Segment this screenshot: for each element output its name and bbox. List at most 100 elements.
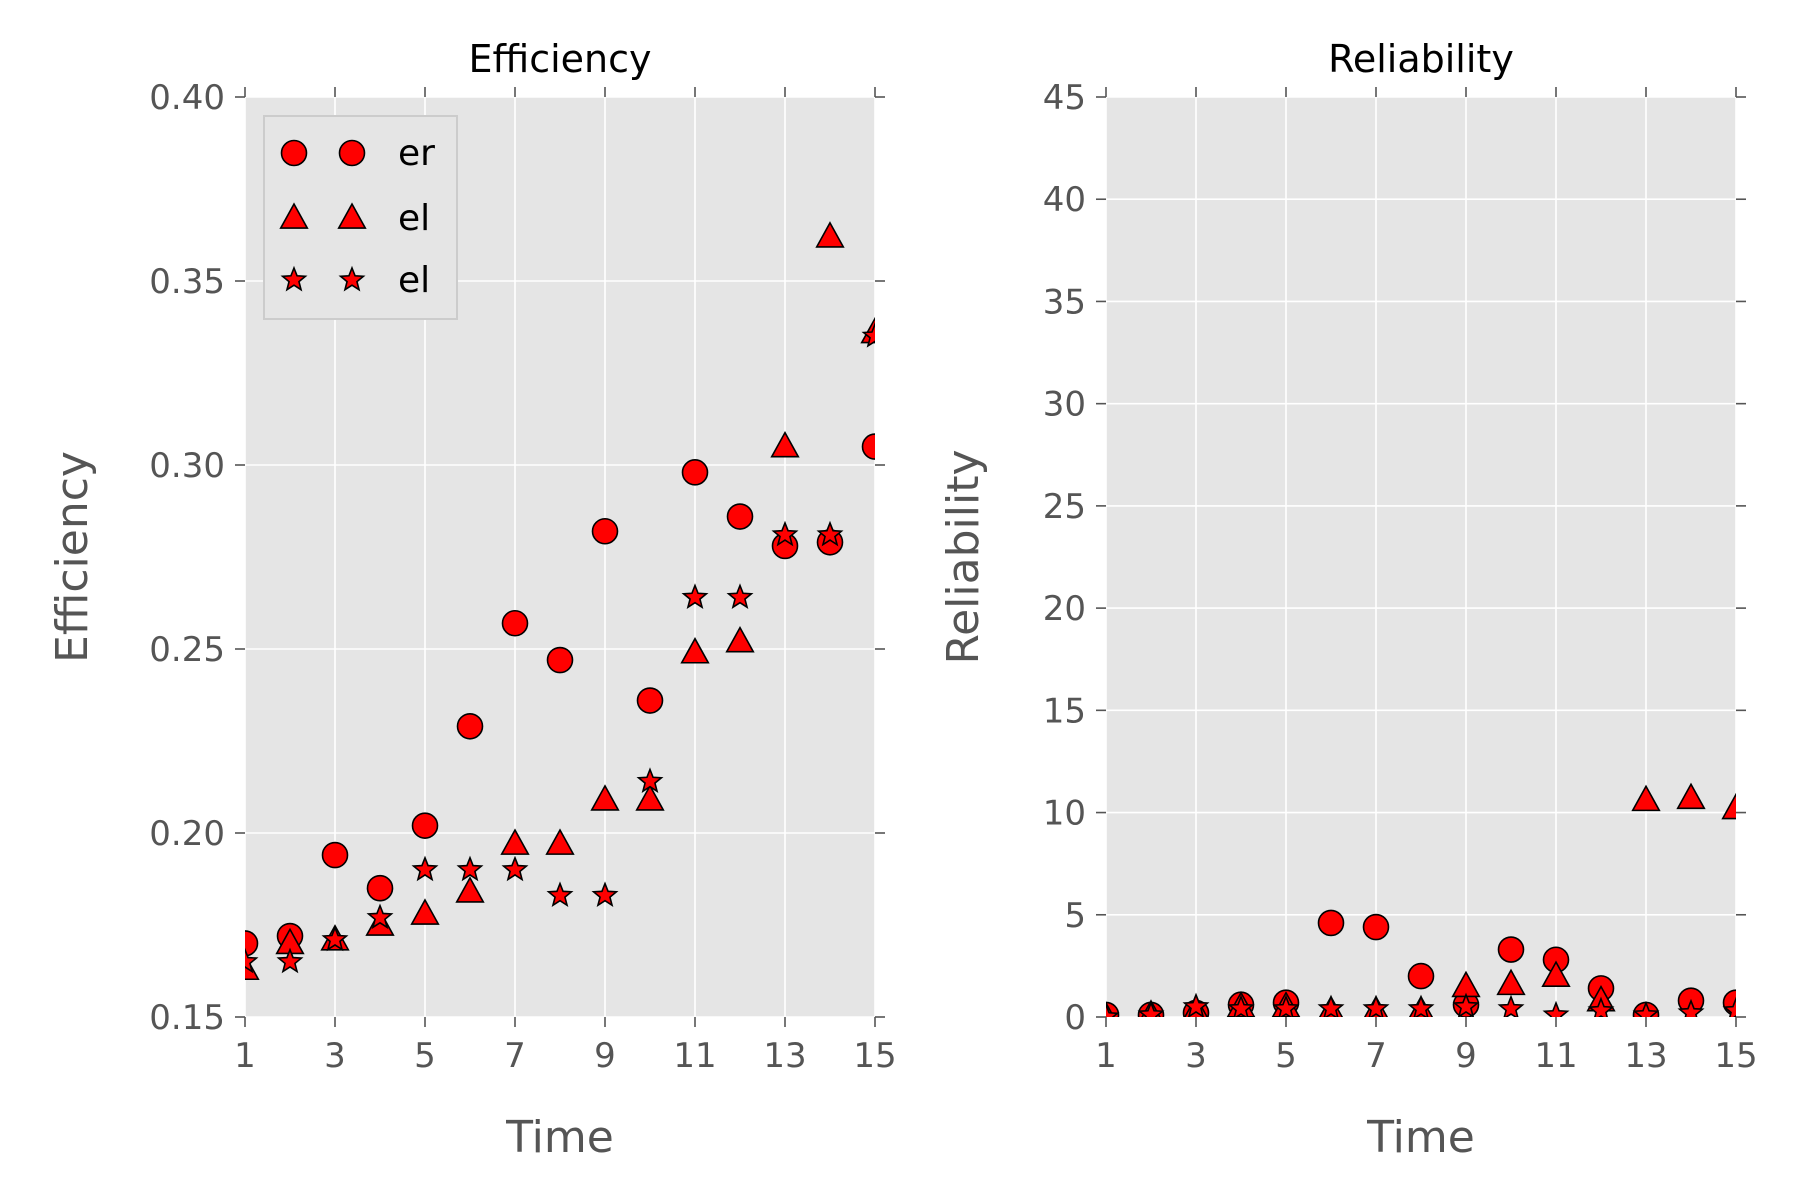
y-tick-label: 20: [1043, 589, 1086, 629]
x-tick-label: 15: [853, 1036, 896, 1076]
point-star: [1632, 1000, 1660, 1017]
x-tick-label: 13: [763, 1036, 806, 1076]
point-triangle: [410, 898, 440, 925]
y-tick-label: 40: [1043, 180, 1086, 220]
point-circle: [411, 812, 439, 839]
point-star: [816, 520, 844, 547]
y-tick-label: 0.30: [149, 446, 225, 486]
x-tick-label: 5: [1275, 1036, 1297, 1076]
x-tick-label: 9: [1455, 1036, 1477, 1076]
y-tick-label: 0.40: [149, 78, 225, 118]
data-points: [245, 221, 875, 981]
point-star: [591, 881, 619, 908]
y-tick-label: 0.15: [149, 998, 225, 1038]
y-tick-label: 5: [1064, 896, 1086, 936]
point-triangle: [500, 828, 530, 855]
point-circle: [861, 433, 875, 460]
y-tick-label: 0.20: [149, 814, 225, 854]
x-tick-label: 11: [673, 1036, 716, 1076]
legend-label-er: er: [398, 133, 435, 174]
y-tick-label: 10: [1043, 794, 1086, 834]
point-star: [636, 767, 664, 793]
x-tick-label: 7: [1365, 1036, 1387, 1076]
chart-title: Efficiency: [468, 37, 651, 81]
point-circle: [456, 712, 484, 740]
y-tick-label: 0: [1064, 998, 1086, 1038]
point-triangle: [1676, 782, 1706, 810]
point-triangle: [455, 876, 485, 903]
y-tick-label: 25: [1043, 487, 1086, 527]
point-circle: [1407, 962, 1435, 990]
y-tick-label: 0.35: [149, 262, 225, 302]
point-star: [1722, 996, 1736, 1017]
y-tick-label: 30: [1043, 385, 1086, 425]
point-circle: [546, 646, 574, 674]
legend-marker-triangle: [279, 202, 309, 229]
x-tick-label: 15: [1714, 1036, 1757, 1076]
chart-title: Reliability: [1328, 37, 1514, 81]
point-circle: [591, 517, 619, 545]
point-triangle: [1721, 792, 1736, 820]
point-star: [1677, 998, 1705, 1017]
point-triangle: [725, 625, 755, 653]
x-tick-label: 1: [234, 1036, 256, 1076]
point-circle: [366, 874, 394, 902]
point-star: [1542, 1000, 1570, 1017]
y-tick-label: 0.25: [149, 630, 225, 670]
y-tick-label: 45: [1043, 78, 1086, 118]
efficiency-chart: 1 3 5 7 9 11 13 150.150.200.250.300.350.40 Effi…: [47, 37, 897, 1163]
point-triangle: [770, 430, 800, 458]
x-tick-label: 11: [1534, 1036, 1577, 1076]
x-tick-label: 3: [1185, 1036, 1207, 1076]
point-star: [861, 322, 875, 348]
point-star: [1407, 994, 1435, 1017]
point-circle: [321, 841, 349, 869]
point-circle: [726, 503, 754, 530]
plot-area: [1106, 97, 1736, 1017]
point-circle: [1497, 936, 1525, 963]
point-star: [1362, 994, 1390, 1017]
point-triangle: [815, 221, 845, 248]
legend-marker-circle: [338, 139, 366, 167]
point-triangle: [1541, 960, 1571, 987]
x-tick-label: 7: [504, 1036, 526, 1076]
x-tick-label: 13: [1624, 1036, 1667, 1076]
point-star: [1182, 992, 1210, 1017]
data-points: [1106, 782, 1736, 1017]
legend-marker-circle: [280, 139, 308, 167]
point-star: [1452, 992, 1480, 1017]
point-star: [1497, 994, 1525, 1017]
point-triangle: [1631, 784, 1661, 812]
point-star: [726, 583, 754, 609]
point-star: [546, 881, 574, 908]
point-star: [771, 520, 799, 547]
point-circle: [681, 459, 709, 486]
point-star: [501, 855, 529, 882]
legend-marker-star: [338, 265, 366, 292]
x-axis-label: Time: [505, 1112, 614, 1163]
point-star: [1106, 1002, 1120, 1017]
y-tick-label: 35: [1043, 282, 1086, 322]
point-triangle: [545, 828, 575, 855]
point-star: [411, 855, 439, 882]
y-axis-label: Reliability: [938, 450, 989, 665]
y-axis-label: Efficiency: [47, 451, 98, 663]
point-star: [321, 925, 349, 952]
x-tick-label: 9: [594, 1036, 616, 1076]
point-star: [1227, 994, 1255, 1017]
y-tick-label: 15: [1043, 691, 1086, 731]
x-tick-label: 3: [324, 1036, 346, 1076]
point-star: [1272, 994, 1300, 1017]
point-star: [276, 947, 304, 974]
point-circle: [1317, 909, 1345, 937]
point-star: [681, 583, 709, 609]
grid: [1105, 96, 1737, 1018]
legend-label-el-triangle: el: [398, 198, 430, 239]
point-triangle: [635, 784, 665, 811]
point-star: [245, 947, 259, 974]
legend-marker-star: [280, 265, 308, 292]
point-circle: [1362, 913, 1390, 941]
